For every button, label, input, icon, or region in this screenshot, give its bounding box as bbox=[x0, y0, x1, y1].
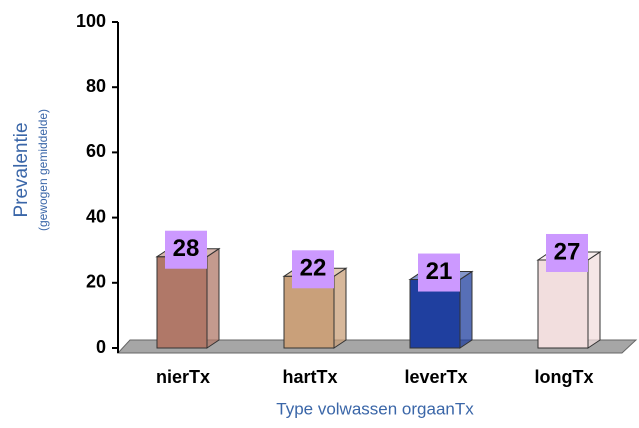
y-axis-title: Prevalentie bbox=[11, 122, 32, 217]
x-tick-label: longTx bbox=[535, 367, 594, 387]
bar-side bbox=[207, 249, 219, 348]
bar bbox=[538, 260, 588, 348]
y-tick-label: 40 bbox=[86, 206, 106, 226]
x-tick-label: nierTx bbox=[156, 367, 210, 387]
y-tick-label: 60 bbox=[86, 141, 106, 161]
y-tick-label: 100 bbox=[76, 11, 106, 31]
x-axis-title: Type volwassen orgaanTx bbox=[276, 399, 474, 418]
bar-side bbox=[460, 272, 472, 348]
bar-side bbox=[334, 268, 346, 348]
y-tick-label: 0 bbox=[96, 337, 106, 357]
value-label: 27 bbox=[554, 238, 581, 265]
value-label: 22 bbox=[300, 255, 327, 282]
y-axis-subtitle: (gewogen gemiddelde) bbox=[36, 109, 50, 231]
value-label: 21 bbox=[426, 258, 453, 285]
value-label: 28 bbox=[173, 235, 200, 262]
y-tick-label: 20 bbox=[86, 272, 106, 292]
chart: Prevalentie (gewogen gemiddelde) Type vo… bbox=[0, 0, 639, 423]
x-tick-label: hartTx bbox=[282, 367, 337, 387]
y-tick-label: 80 bbox=[86, 76, 106, 96]
bar-side bbox=[588, 252, 600, 348]
x-tick-label: leverTx bbox=[404, 367, 467, 387]
bar bbox=[157, 257, 207, 348]
